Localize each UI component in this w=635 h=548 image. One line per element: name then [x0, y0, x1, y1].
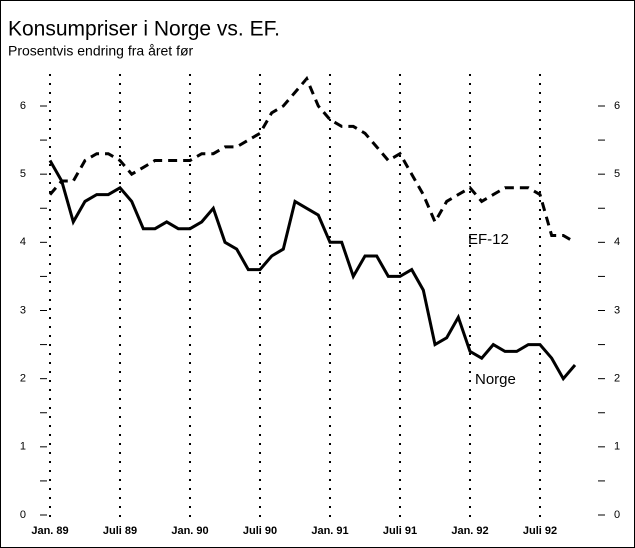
y-tick-label: 5 [20, 168, 26, 180]
x-tick-label: Jan. 90 [171, 525, 208, 537]
y2-tick-label: 1 [614, 441, 620, 453]
x-tick-label: Juli 91 [383, 525, 417, 537]
y-tick-label: 3 [20, 304, 26, 316]
y2-tick-label: 3 [614, 304, 620, 316]
y-tick-label: 2 [20, 373, 26, 385]
series-label: EF-12 [468, 231, 509, 248]
y2-tick-label: 6 [614, 100, 620, 112]
x-tick-label: Juli 92 [523, 525, 557, 537]
x-tick-label: Jan. 91 [311, 525, 348, 537]
x-tick-label: Juli 89 [103, 525, 137, 537]
series-label: Norge [475, 371, 516, 388]
y-tick-label: 0 [20, 509, 26, 521]
line-series [48, 159, 577, 382]
x-tick-label: Jan. 92 [451, 525, 488, 537]
chart-title: Konsumpriser i Norge vs. EF. [8, 18, 280, 41]
chart-subtitle: Prosentvis endring fra året før [8, 43, 194, 59]
y-tick-label: 1 [20, 441, 26, 453]
x-tick-label: Jan. 89 [31, 525, 68, 537]
y-tick-label: 4 [20, 236, 26, 248]
y2-tick-label: 0 [614, 509, 620, 521]
y-tick-label: 6 [20, 100, 26, 112]
y2-tick-label: 5 [614, 168, 620, 180]
x-tick-label: Juli 90 [243, 525, 277, 537]
line-series [48, 75, 576, 244]
y2-tick-label: 2 [614, 373, 620, 385]
y2-tick-label: 4 [614, 236, 620, 248]
